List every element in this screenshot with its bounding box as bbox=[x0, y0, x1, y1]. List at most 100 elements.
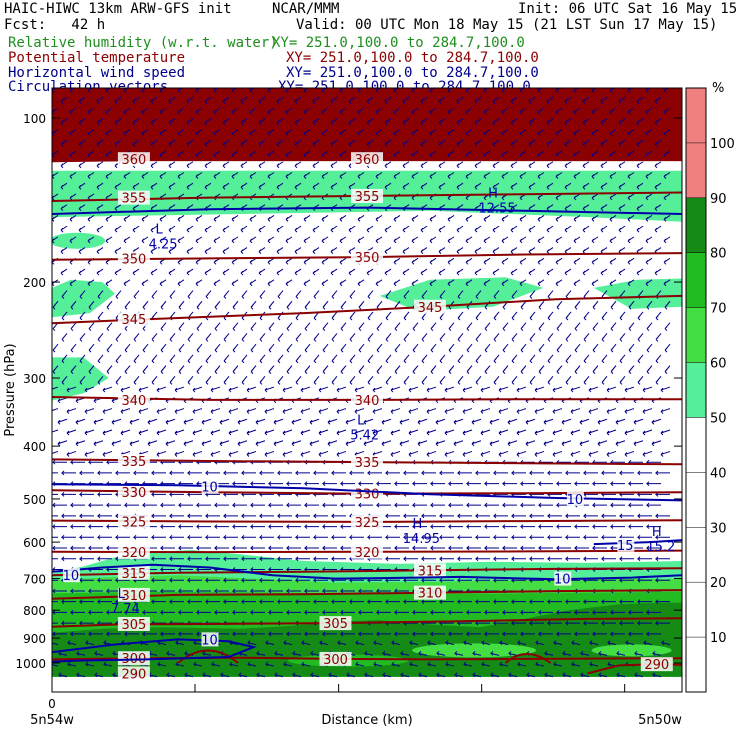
wind-vector bbox=[627, 481, 643, 487]
wind-vector bbox=[78, 225, 86, 233]
wind-vector bbox=[177, 631, 193, 637]
wind-vector bbox=[570, 408, 581, 414]
wind-vector bbox=[186, 556, 202, 562]
wind-vector bbox=[240, 139, 248, 147]
wind-vector bbox=[249, 150, 257, 158]
wind-vector bbox=[447, 214, 455, 222]
wind-vector bbox=[618, 161, 626, 169]
wind-vector bbox=[384, 182, 392, 190]
wind-vector bbox=[547, 376, 554, 385]
wind-vector bbox=[96, 492, 112, 497]
wind-vector bbox=[222, 268, 230, 276]
wind-vector bbox=[168, 247, 176, 254]
wind-vector bbox=[627, 193, 635, 201]
y-axis-label: Pressure (hPa) bbox=[3, 343, 18, 436]
wind-vector bbox=[607, 640, 617, 646]
wind-vector bbox=[474, 96, 482, 104]
wind-vector bbox=[292, 650, 302, 656]
wind-vector bbox=[573, 107, 581, 115]
wind-vector bbox=[222, 225, 230, 233]
wind-vector bbox=[447, 279, 455, 287]
wind-vector bbox=[457, 376, 464, 385]
wind-vector bbox=[520, 65, 526, 71]
wind-vector bbox=[312, 470, 328, 476]
wind-vector bbox=[456, 556, 472, 562]
wind-vector bbox=[609, 481, 625, 487]
colorbar-tick-label: 40 bbox=[710, 466, 727, 481]
wind-vector bbox=[349, 311, 356, 321]
wind-vector bbox=[213, 129, 221, 136]
wind-vector bbox=[286, 300, 293, 310]
wind-vector bbox=[124, 365, 131, 374]
wind-vector bbox=[156, 450, 167, 457]
wind-vector bbox=[231, 172, 239, 179]
wind-vector bbox=[264, 450, 275, 457]
wind-vector bbox=[79, 290, 86, 299]
wind-vector bbox=[601, 354, 608, 364]
wind-vector bbox=[456, 247, 464, 254]
wind-vector bbox=[456, 161, 464, 169]
wind-vector bbox=[249, 279, 257, 287]
extremum-value: 5.42 bbox=[350, 428, 379, 443]
wind-vector bbox=[204, 513, 220, 519]
wind-vector bbox=[601, 333, 608, 342]
rh-region-top bbox=[52, 88, 682, 162]
wind-vector bbox=[564, 204, 572, 212]
wind-vector bbox=[331, 290, 338, 299]
wind-vector bbox=[438, 118, 446, 126]
wind-vector bbox=[412, 322, 419, 332]
wind-vector bbox=[250, 300, 257, 310]
wind-vector bbox=[285, 88, 291, 93]
wind-vector bbox=[564, 247, 572, 254]
theta-label-310: 310 bbox=[121, 589, 146, 604]
wind-vector bbox=[330, 182, 338, 190]
wind-vector bbox=[645, 481, 661, 487]
wind-vector bbox=[318, 408, 329, 414]
wind-vector bbox=[195, 129, 203, 136]
rh-patch-50 bbox=[52, 232, 106, 249]
wind-vector bbox=[538, 65, 544, 71]
wind-vector bbox=[501, 107, 509, 115]
wind-vector bbox=[294, 96, 302, 104]
wind-vector bbox=[285, 610, 301, 615]
wind-vector bbox=[510, 247, 518, 254]
wind-vector bbox=[654, 225, 662, 233]
wind-vector bbox=[448, 322, 455, 332]
wind-vector bbox=[384, 118, 392, 126]
wind-vector bbox=[195, 214, 203, 222]
wind-vector bbox=[574, 343, 581, 353]
wind-vector bbox=[366, 96, 374, 104]
wind-vector bbox=[499, 640, 509, 646]
wind-vector bbox=[195, 610, 211, 615]
wind-vector bbox=[357, 129, 365, 136]
wind-vector bbox=[573, 129, 581, 136]
wind-vector bbox=[249, 129, 257, 136]
wind-vector bbox=[492, 161, 500, 169]
theta-label-315: 315 bbox=[418, 564, 443, 579]
wind-vector bbox=[411, 88, 417, 93]
wind-vector bbox=[222, 534, 238, 540]
wind-vector bbox=[213, 545, 229, 551]
wind-vector bbox=[186, 96, 194, 104]
wind-vector bbox=[267, 588, 283, 594]
wind-vector bbox=[123, 236, 131, 244]
wind-vector bbox=[96, 225, 104, 233]
org-label: NCAR/MMM bbox=[272, 1, 340, 17]
wind-vector bbox=[492, 470, 508, 476]
wind-vector bbox=[384, 599, 400, 605]
wind-vector bbox=[646, 322, 653, 332]
wind-vector bbox=[636, 161, 644, 169]
wind-vector bbox=[178, 322, 185, 332]
wind-vector bbox=[537, 107, 545, 115]
wind-vector bbox=[609, 129, 617, 136]
wind-vector bbox=[556, 300, 563, 310]
wind-vector bbox=[106, 343, 113, 353]
wind-vector bbox=[210, 450, 221, 457]
wind-vector bbox=[565, 376, 572, 385]
wind-vector bbox=[222, 182, 230, 190]
wind-vector bbox=[564, 139, 572, 147]
wind-vector bbox=[501, 236, 509, 244]
wind-vector bbox=[276, 470, 292, 476]
wind-vector bbox=[354, 429, 365, 436]
